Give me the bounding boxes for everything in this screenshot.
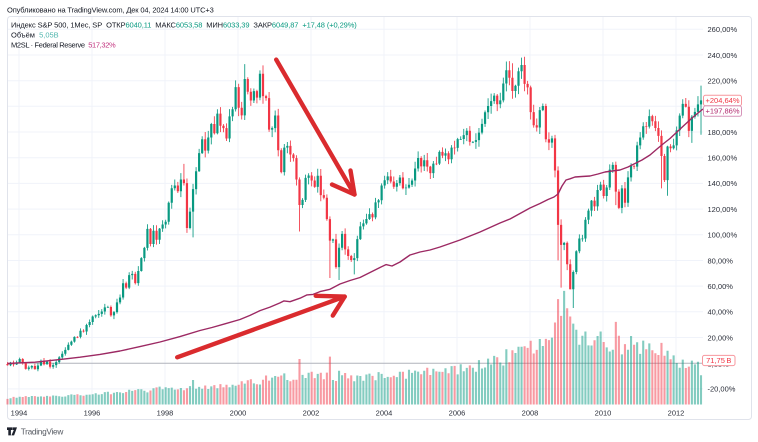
svg-text:TradingView: TradingView	[21, 426, 65, 436]
svg-text:Опубликовано на TradingView.co: Опубликовано на TradingView.com, Дек 04,…	[7, 6, 214, 15]
svg-text:71,75 B: 71,75 B	[706, 356, 731, 365]
svg-text:180,00%: 180,00%	[708, 128, 738, 137]
svg-text:2000: 2000	[230, 409, 247, 418]
svg-text:Объём 5,05B: Объём 5,05B	[11, 31, 59, 40]
svg-text:2002: 2002	[303, 409, 320, 418]
svg-text:140,00%: 140,00%	[708, 179, 738, 188]
svg-text:1996: 1996	[84, 409, 101, 418]
svg-text:40,00%: 40,00%	[708, 308, 734, 317]
svg-text:2012: 2012	[668, 409, 685, 418]
svg-text:20,00%: 20,00%	[708, 333, 734, 342]
svg-text:60,00%: 60,00%	[708, 282, 734, 291]
svg-text:2008: 2008	[522, 409, 539, 418]
svg-text:100,00%: 100,00%	[708, 231, 738, 240]
svg-text:160,00%: 160,00%	[708, 154, 738, 163]
svg-text:+197,86%: +197,86%	[706, 107, 740, 116]
svg-text:M2SL · Federal Reserve 517,32: M2SL · Federal Reserve 517,32%	[11, 41, 116, 50]
svg-text:1998: 1998	[157, 409, 174, 418]
svg-text:2004: 2004	[376, 409, 393, 418]
svg-text:120,00%: 120,00%	[708, 205, 738, 214]
svg-text:+204,64%: +204,64%	[706, 96, 740, 105]
svg-text:80,00%: 80,00%	[708, 256, 734, 265]
svg-text:-20,00%: -20,00%	[708, 385, 736, 394]
svg-text:Индекс S&P 500, 1Мес, SP ОТКР: Индекс S&P 500, 1Мес, SP ОТКР6040,11 МАК…	[11, 21, 357, 30]
svg-text:260,00%: 260,00%	[708, 25, 738, 34]
svg-text:240,00%: 240,00%	[708, 51, 738, 60]
svg-text:2006: 2006	[449, 409, 466, 418]
svg-text:2010: 2010	[595, 409, 612, 418]
svg-text:220,00%: 220,00%	[708, 76, 738, 85]
svg-text:1994: 1994	[11, 409, 28, 418]
